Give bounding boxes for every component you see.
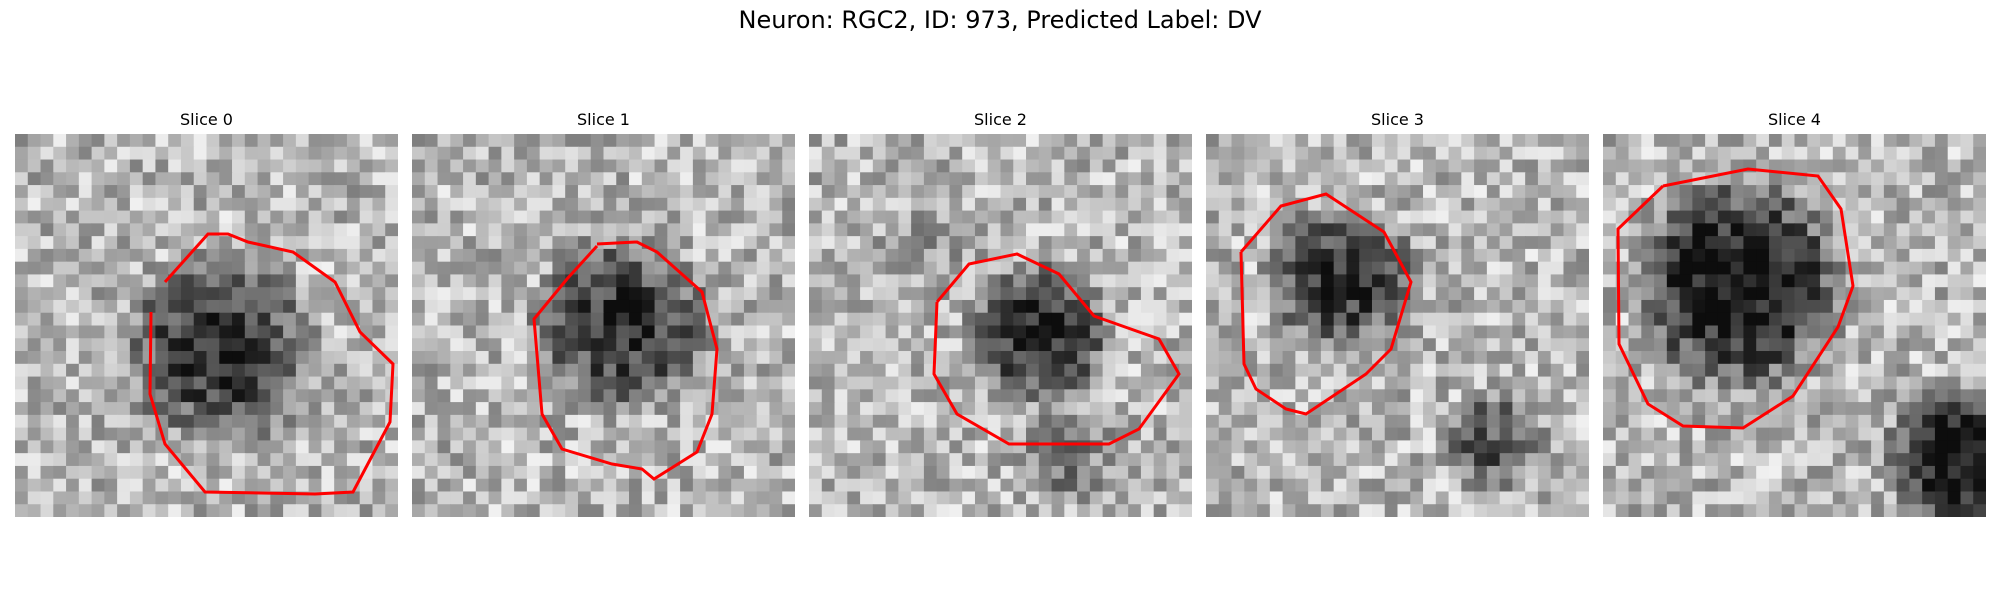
grayscale-pixels [15, 134, 398, 517]
roi-contour [148, 232, 395, 496]
slice-image-4 [1603, 134, 1986, 517]
figure-title: Neuron: RGC2, ID: 973, Predicted Label: … [738, 6, 1262, 34]
slice-title-3: Slice 3 [1371, 110, 1424, 129]
grayscale-pixels [809, 134, 1192, 517]
roi-contour [1239, 192, 1413, 416]
slice-image-1 [412, 134, 795, 517]
slice-title-4: Slice 4 [1768, 110, 1821, 129]
grayscale-pixels [1206, 134, 1589, 517]
grayscale-pixels [1603, 134, 1986, 517]
roi-contour [1616, 167, 1855, 430]
slice-image-0 [15, 134, 398, 517]
roi-contour [532, 240, 719, 481]
slice-title-0: Slice 0 [180, 110, 233, 129]
roi-contour [932, 252, 1181, 446]
grayscale-pixels [412, 134, 795, 517]
slice-title-2: Slice 2 [974, 110, 1027, 129]
slice-title-1: Slice 1 [577, 110, 630, 129]
slice-image-3 [1206, 134, 1589, 517]
slice-image-2 [809, 134, 1192, 517]
